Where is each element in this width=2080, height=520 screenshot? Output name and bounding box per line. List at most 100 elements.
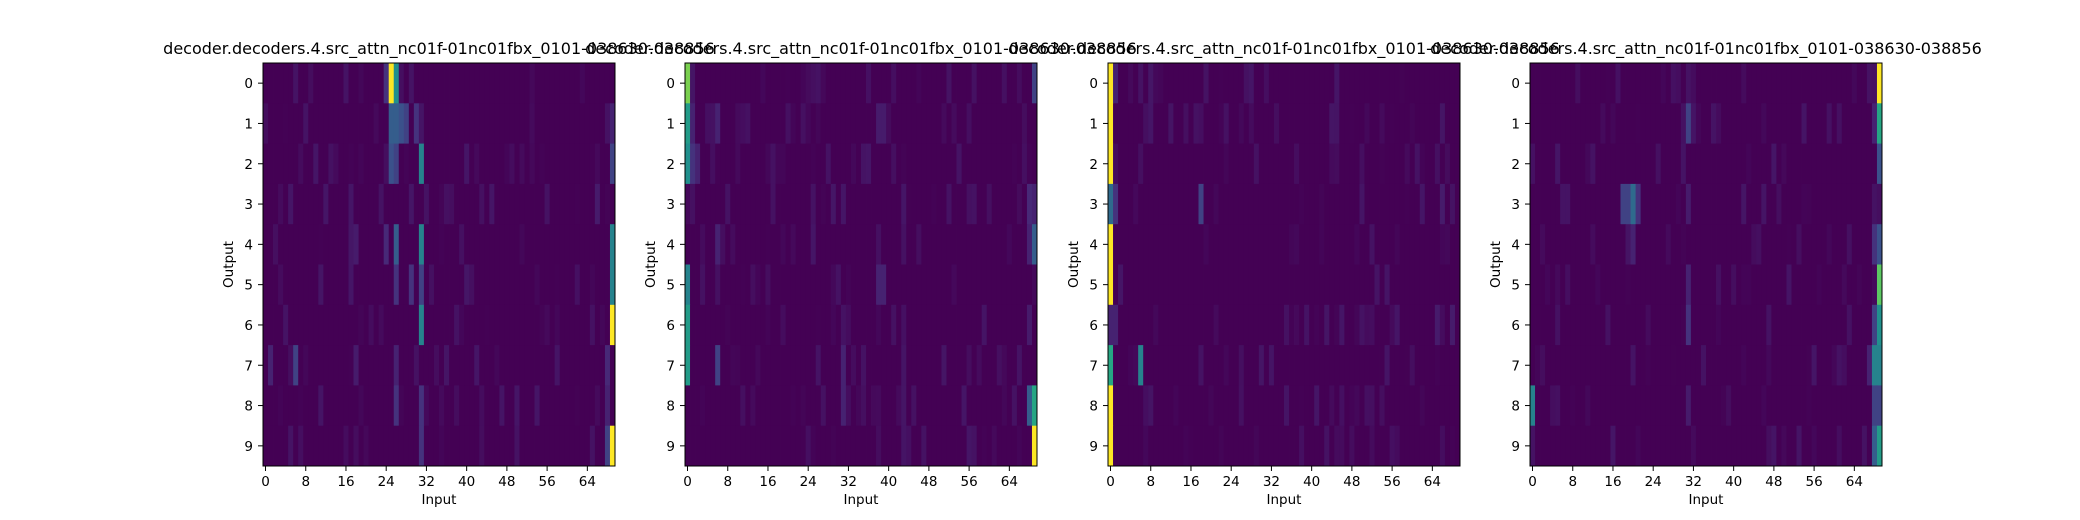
heatmap-cell bbox=[1590, 183, 1596, 225]
heatmap-cell bbox=[504, 63, 510, 104]
heatmap-cell bbox=[1540, 385, 1546, 427]
heatmap-cell bbox=[303, 183, 309, 225]
heatmap-cell bbox=[1444, 224, 1451, 265]
heatmap-cell bbox=[1600, 183, 1606, 225]
heatmap-cell bbox=[1700, 345, 1707, 386]
heatmap-cell bbox=[1138, 143, 1144, 185]
heatmap-cell bbox=[484, 224, 490, 265]
heatmap-cell bbox=[1168, 304, 1174, 346]
heatmap-cell bbox=[1610, 183, 1616, 225]
heatmap-cell bbox=[881, 385, 887, 427]
heatmap-cell bbox=[951, 103, 957, 144]
heatmap-cell bbox=[1153, 385, 1159, 427]
heatmap-cell bbox=[1726, 143, 1732, 185]
heatmap-cell bbox=[363, 183, 369, 225]
heatmap-cell bbox=[1695, 304, 1702, 346]
heatmap-cell bbox=[1429, 224, 1436, 265]
x-tick-label: 56 bbox=[539, 474, 556, 490]
heatmap-cell bbox=[1213, 63, 1220, 104]
heatmap-cell bbox=[1309, 183, 1315, 225]
heatmap-cell bbox=[594, 304, 601, 346]
heatmap-cell bbox=[906, 63, 912, 104]
heatmap-cell bbox=[1001, 425, 1008, 467]
heatmap-cell bbox=[1243, 103, 1250, 144]
heatmap-cell bbox=[604, 183, 611, 225]
heatmap-cell bbox=[855, 264, 862, 306]
heatmap-cell bbox=[1751, 143, 1757, 185]
heatmap-cell bbox=[996, 103, 1003, 144]
heatmap-cell bbox=[439, 385, 445, 427]
heatmap-cell bbox=[1223, 304, 1230, 346]
heatmap-cell bbox=[1449, 385, 1456, 427]
heatmap-cell bbox=[393, 103, 400, 144]
heatmap-cell bbox=[1339, 143, 1345, 185]
heatmap-cell bbox=[835, 183, 842, 225]
heatmap-cell bbox=[499, 264, 505, 306]
heatmap-cell bbox=[800, 304, 807, 346]
heatmap-cell bbox=[579, 264, 586, 306]
heatmap-cell bbox=[1595, 264, 1601, 306]
heatmap-cell bbox=[494, 345, 500, 386]
heatmap-cell bbox=[735, 345, 741, 386]
heatmap-cell bbox=[1690, 345, 1697, 386]
heatmap-cell bbox=[383, 345, 390, 386]
heatmap-cell bbox=[1645, 264, 1652, 306]
heatmap-cell bbox=[1389, 304, 1396, 346]
heatmap-cell bbox=[444, 264, 450, 306]
heatmap-cell bbox=[1625, 385, 1631, 427]
heatmap-cell bbox=[1580, 304, 1586, 346]
heatmap-cell bbox=[1811, 143, 1818, 185]
heatmap-cell bbox=[1605, 264, 1611, 306]
heatmap-cell bbox=[1399, 385, 1406, 427]
heatmap-cell bbox=[1731, 183, 1737, 225]
heatmap-cell bbox=[815, 425, 822, 467]
heatmap-cell bbox=[1314, 183, 1320, 225]
heatmap-cell bbox=[559, 103, 566, 144]
heatmap-cell bbox=[956, 143, 962, 185]
x-tick-label: 64 bbox=[1846, 474, 1863, 490]
heatmap-cell bbox=[1178, 425, 1184, 467]
heatmap-cell bbox=[449, 143, 455, 185]
heatmap-cell bbox=[1444, 425, 1451, 467]
heatmap-cell bbox=[564, 183, 571, 225]
heatmap-cell bbox=[1168, 224, 1174, 265]
heatmap-cell bbox=[338, 224, 344, 265]
heatmap-cell bbox=[946, 143, 952, 185]
heatmap-cell bbox=[609, 345, 616, 386]
heatmap-cell bbox=[1419, 304, 1426, 346]
heatmap-cell bbox=[1243, 143, 1250, 185]
heatmap-cell bbox=[1771, 264, 1777, 306]
heatmap-cell bbox=[1329, 345, 1335, 386]
heatmap-cell bbox=[1268, 183, 1275, 225]
heatmap-cell bbox=[705, 345, 711, 386]
heatmap-cell bbox=[539, 63, 545, 104]
heatmap-cell bbox=[433, 183, 440, 225]
heatmap-cell bbox=[609, 183, 616, 225]
heatmap-cell bbox=[690, 425, 696, 467]
heatmap-cell bbox=[1374, 345, 1380, 386]
heatmap-cell bbox=[318, 143, 324, 185]
heatmap-cell bbox=[1263, 304, 1270, 346]
heatmap-cell bbox=[1208, 345, 1214, 386]
heatmap-cell bbox=[956, 63, 962, 104]
heatmap-cell bbox=[1369, 103, 1375, 144]
heatmap-cell bbox=[1630, 224, 1636, 265]
heatmap-cell bbox=[745, 103, 751, 144]
heatmap-cell bbox=[855, 183, 862, 225]
heatmap-cell bbox=[1846, 143, 1853, 185]
heatmap-cell bbox=[1550, 143, 1556, 185]
heatmap-cell bbox=[850, 304, 857, 346]
heatmap-cell bbox=[755, 143, 761, 185]
heatmap-cell bbox=[484, 143, 490, 185]
heatmap-cell bbox=[1404, 345, 1411, 386]
heatmap-cell bbox=[1535, 183, 1541, 225]
heatmap-cell bbox=[795, 183, 802, 225]
heatmap-cell bbox=[951, 264, 957, 306]
heatmap-cell bbox=[1595, 425, 1601, 467]
heatmap-cell bbox=[373, 224, 380, 265]
heatmap-cell bbox=[609, 264, 616, 306]
heatmap-cell bbox=[1294, 183, 1300, 225]
heatmap-cell bbox=[715, 143, 721, 185]
heatmap-cell bbox=[1846, 63, 1853, 104]
heatmap-cell bbox=[278, 304, 284, 346]
